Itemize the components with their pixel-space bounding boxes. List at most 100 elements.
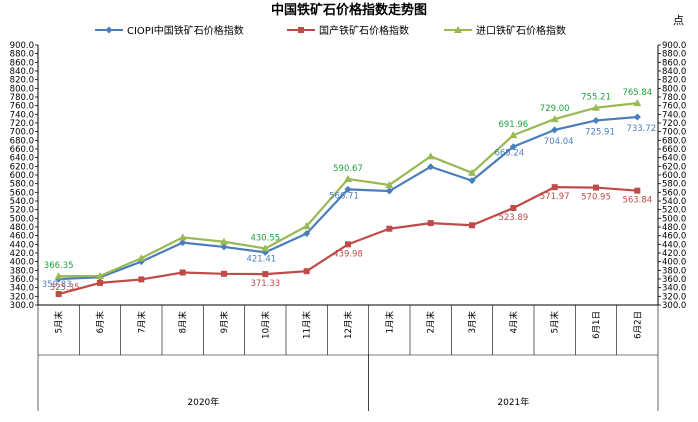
legend: CIOPI中国铁矿石价格指数 国产铁矿石价格指数 进口铁矿石价格指数 [95,24,566,37]
point-marker [426,152,435,160]
labels-layer: 359.83 421.41 566.71 665.24 704.04 725.91 733.… [42,88,656,293]
y-tick-label-left: 560.0 [10,188,34,198]
point-marker [633,99,642,107]
y-tick-label-left: 880.0 [10,50,34,60]
x-tick-label: 10月末 [260,311,271,339]
y-tick-label-left: 700.0 [10,128,34,138]
y-tick-label-right: 780.0 [662,93,686,103]
x-tick-label: 9月末 [219,311,230,334]
data-label: 729.00 [540,104,570,114]
point-marker [96,271,104,279]
point-marker [592,103,600,111]
y-tick-label-left: 300.0 [10,301,34,311]
y-tick-label-left: 360.0 [10,275,34,285]
point-marker [220,243,228,251]
point-marker [55,291,62,298]
y-tick-label-left: 840.0 [10,67,34,77]
y-tick-label-left: 660.0 [10,145,34,155]
y-tick-label-right: 340.0 [662,284,686,294]
point-marker [261,244,270,252]
data-label: 421.41 [246,254,276,264]
point-marker [468,168,476,176]
y-tick-label-right: 580.0 [662,180,686,190]
y-tick-label-right: 560.0 [662,188,686,198]
y-tick-label-left: 760.0 [10,102,34,112]
series-2 [54,99,642,280]
point-marker [298,27,304,33]
y-tick-label-right: 380.0 [662,266,686,276]
data-label: 725.91 [585,127,615,137]
data-label: 566.71 [329,191,359,201]
y-tick-label-right: 680.0 [662,136,686,146]
point-marker [179,269,186,276]
y-tick-label-right: 420.0 [662,249,686,259]
y-tick-label-right: 860.0 [662,58,686,68]
point-marker [137,254,146,262]
point-marker [303,230,311,237]
y-tick-label-right: 460.0 [662,232,686,242]
data-label: 691.96 [498,120,528,130]
point-marker [262,271,269,278]
y-tick-label-left: 860.0 [10,58,34,68]
x-tick-label: 4月末 [508,311,519,334]
data-label: 571.97 [540,192,570,202]
point-marker [468,177,476,185]
legend-label: CIOPI中国铁矿石价格指数 [127,24,244,37]
data-label: 590.67 [333,164,363,174]
point-marker [593,184,599,191]
point-marker [592,116,600,124]
y-tick-label-right: 620.0 [662,162,686,172]
y-tick-label-right: 700.0 [662,128,686,138]
y-tick-label-right: 660.0 [662,145,686,155]
series-layer [54,99,642,298]
y-tick-label-right: 400.0 [662,258,686,268]
y-tick-label-right: 440.0 [662,240,686,250]
legend-label: 国产铁矿石价格指数 [319,24,409,37]
data-label: 359.83 [42,280,72,290]
y-tick-label-left: 380.0 [10,266,34,276]
data-label: 765.84 [622,88,652,98]
point-marker [105,26,113,34]
x-tick-label: 5月末 [550,311,561,334]
y-tick-label-left: 900.0 [10,41,34,51]
y-tick-label-right: 540.0 [662,197,686,207]
y-tick-label-right: 480.0 [662,223,686,233]
x-tick-label: 6月1日 [592,311,602,339]
point-marker [427,220,434,227]
y-tick-label-right: 300.0 [662,301,686,311]
point-marker [550,115,559,123]
point-marker [97,279,103,286]
data-label: 704.04 [544,137,574,147]
x-tick-label: 5月末 [54,311,65,334]
y-tick-label-left: 420.0 [10,249,34,259]
y-tick-label-left: 740.0 [10,110,34,120]
point-marker [303,268,310,275]
y-tick-label-left: 340.0 [10,284,34,294]
point-marker [633,113,641,121]
x-tick-label: 12月末 [343,311,354,339]
data-label: 366.35 [44,261,74,271]
y-tick-label-left: 500.0 [10,214,34,224]
series-line [58,186,638,296]
y-tick-label-left: 320.0 [10,292,34,302]
y-tick-label-right: 720.0 [662,119,686,129]
point-marker [54,272,63,280]
y-tick-label-left: 520.0 [10,206,34,216]
unit-label: 点 [673,14,684,27]
point-marker [344,175,352,183]
y-tick-label-right: 760.0 [662,102,686,112]
y-tick-label-left: 600.0 [10,171,34,181]
x-tick-label: 6月末 [95,311,106,334]
point-marker [344,185,352,193]
y-tick-label-right: 500.0 [662,214,686,224]
x-tick-label: 7月末 [136,311,147,334]
data-label: 755.21 [581,93,611,103]
point-marker [551,184,558,191]
y-tick-label-right: 360.0 [662,275,686,285]
x-tick-label: 1月末 [384,311,395,334]
point-marker [469,222,475,229]
data-label: 325.35 [50,283,80,293]
y-tick-label-left: 720.0 [10,119,34,129]
point-marker [179,239,187,247]
y-tick-label-right: 740.0 [662,110,686,120]
